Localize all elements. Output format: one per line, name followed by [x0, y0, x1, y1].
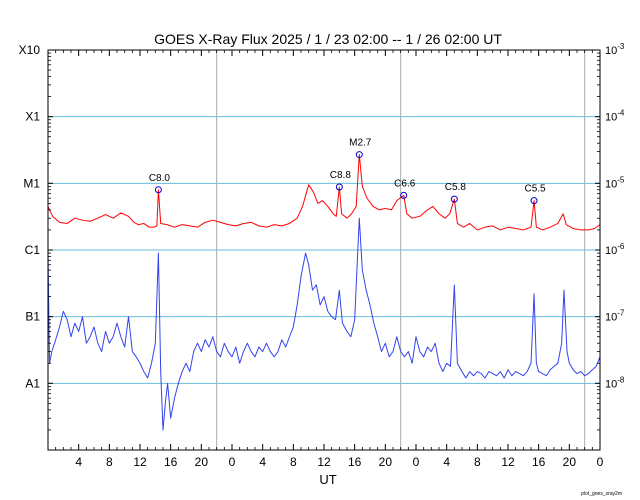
x-tick-label: 4: [259, 455, 266, 469]
y-tick-label-left: C1: [25, 243, 41, 257]
y-tick-label-right: 10-8: [605, 375, 625, 390]
y-tick-label-right-base: 10: [605, 45, 617, 57]
y-tick-label-left: M1: [23, 176, 40, 190]
x-tick-label: 8: [290, 455, 297, 469]
x-tick-label: 20: [379, 455, 393, 469]
flare-label: M2.7: [349, 138, 372, 149]
y-tick-label-right: 10-6: [605, 242, 625, 257]
long-channel-line: [47, 154, 601, 231]
y-tick-label-right-base: 10: [605, 112, 617, 124]
flare-marker: [335, 183, 343, 191]
y-axis-left: X10 X1 M1 C1 B1 A1: [19, 43, 53, 431]
flux-series: [47, 154, 601, 431]
x-tick-label: 20: [563, 455, 577, 469]
y-tick-label-right-exponent: -6: [617, 242, 625, 251]
y-tick-label-right-base: 10: [605, 178, 617, 190]
x-tick-label: 12: [133, 455, 147, 469]
y-tick-label-right-exponent: -3: [617, 42, 625, 51]
x-axis-label: UT: [319, 472, 336, 487]
x-tick-label: 4: [443, 455, 450, 469]
y-tick-label-right: 10-5: [605, 175, 625, 190]
flare-marker: [400, 191, 408, 199]
x-tick-label: 12: [317, 455, 331, 469]
chart-title: GOES X-Ray Flux 2025 / 1 / 23 02:00 -- 1…: [154, 31, 502, 47]
x-tick-label: 8: [106, 455, 113, 469]
y-tick-label-right: 10-4: [605, 109, 625, 124]
y-tick-label-left: X1: [25, 110, 40, 124]
x-tick-label: 0: [413, 455, 420, 469]
flare-marker: [154, 186, 162, 194]
x-tick-label: 8: [474, 455, 481, 469]
flare-annotations: C8.0 C8.8 M2.7 C6.6 C5.8 C5.5: [149, 138, 547, 205]
y-tick-label-right: 10-3: [605, 42, 625, 57]
y-tick-label-left: X10: [19, 43, 41, 57]
x-tick-label: 4: [75, 455, 82, 469]
x-tick-label: 16: [348, 455, 362, 469]
y-tick-label-right-exponent: -7: [617, 309, 625, 318]
credit-text: plot_goes_xray2m: [581, 491, 622, 497]
day-boundary-lines: [216, 50, 586, 450]
flare-marker: [450, 195, 458, 203]
x-tick-label: 12: [501, 455, 515, 469]
gridlines: [48, 116, 600, 384]
y-axis-right: 10-310-410-510-610-710-8: [595, 42, 625, 431]
flare-label: C6.6: [394, 178, 416, 189]
y-tick-label-right-base: 10: [605, 312, 617, 324]
flare-label: C8.8: [330, 170, 352, 181]
flare-marker: [530, 197, 538, 205]
y-tick-label-left: B1: [25, 310, 40, 324]
x-tick-label: 0: [597, 455, 604, 469]
y-tick-label-right-exponent: -5: [617, 175, 625, 184]
x-tick-label: 16: [532, 455, 546, 469]
y-tick-label-right-exponent: -8: [617, 375, 625, 384]
short-channel-line: [47, 217, 601, 431]
y-tick-label-right-exponent: -4: [617, 109, 625, 118]
flare-marker: [355, 151, 363, 159]
flare-label: C8.0: [149, 173, 171, 184]
y-tick-label-right: 10-7: [605, 309, 625, 324]
x-tick-label: 20: [195, 455, 209, 469]
x-tick-label: 0: [229, 455, 236, 469]
y-tick-label-right-base: 10: [605, 378, 617, 390]
x-axis: 4 8 12 16 20 0 4 8 12 16 20 0 4 8 12 16 20 0: [55, 50, 604, 469]
flare-label: C5.8: [445, 182, 467, 193]
y-tick-label-left: A1: [25, 376, 40, 390]
y-tick-label-right-base: 10: [605, 245, 617, 257]
x-tick-label: 16: [164, 455, 178, 469]
flare-label: C5.5: [525, 184, 547, 195]
